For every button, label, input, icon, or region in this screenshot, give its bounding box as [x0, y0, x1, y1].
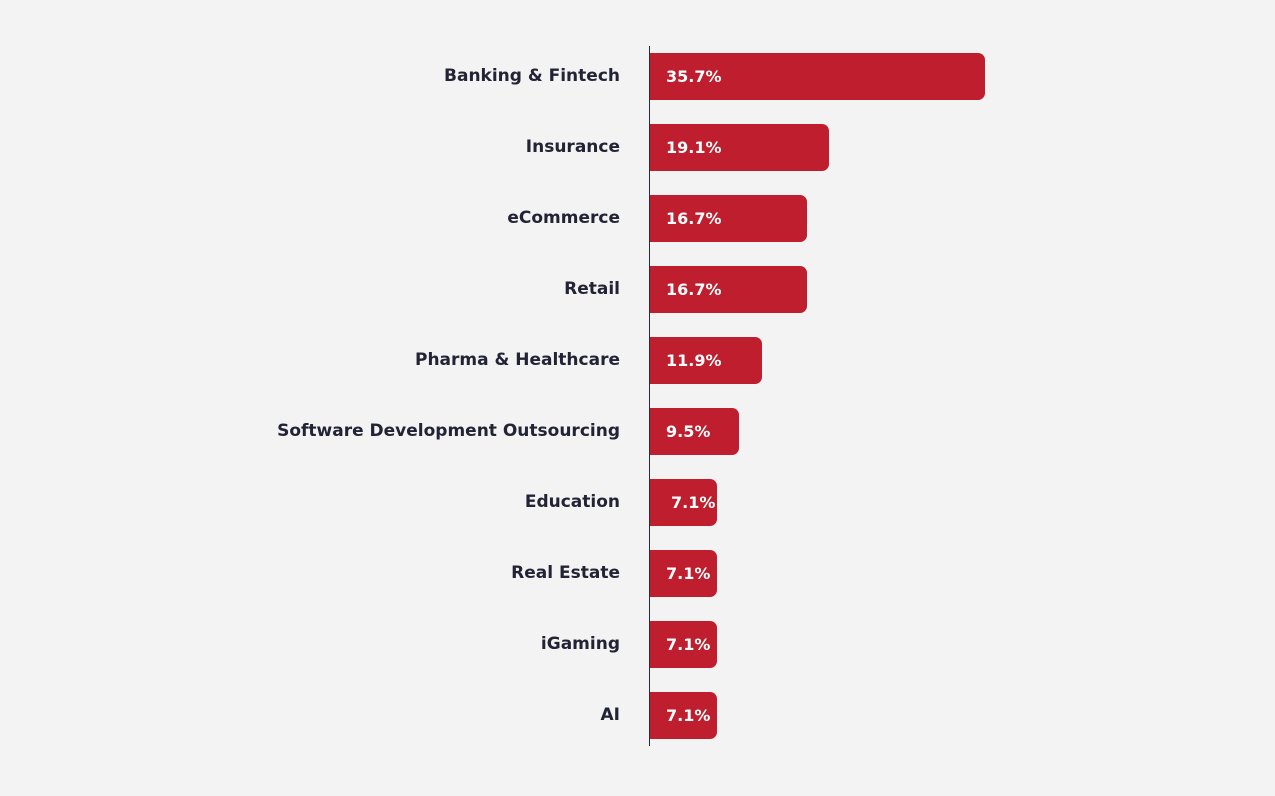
bar-value-label: 16.7% — [666, 209, 722, 228]
category-label: Pharma & Healthcare — [414, 350, 620, 370]
category-label: AI — [600, 705, 620, 725]
bar-row: Real Estate 7.1% — [0, 550, 1275, 597]
bar — [650, 195, 807, 242]
bar-value-label: 7.1% — [666, 635, 711, 654]
bar-row: Software Development Outsourcing 9.5% — [0, 408, 1275, 455]
bar — [650, 692, 717, 739]
bar-row: Education 7.1% — [0, 479, 1275, 526]
bar-row: Banking & Fintech 35.7% — [0, 53, 1275, 100]
bar — [650, 337, 762, 384]
bar-value-label: 19.1% — [666, 138, 722, 157]
category-label: Banking & Fintech — [444, 66, 620, 86]
bar-row: Retail 16.7% — [0, 266, 1275, 313]
bar-value-label: 9.5% — [666, 422, 711, 441]
bar-row: Pharma & Healthcare 11.9% — [0, 337, 1275, 384]
category-label: iGaming — [540, 634, 620, 654]
bar — [650, 53, 985, 100]
bar-value-label: 7.1% — [666, 564, 711, 583]
bar — [650, 479, 717, 526]
bar-value-label: 16.7% — [666, 280, 722, 299]
bar-row: eCommerce 16.7% — [0, 195, 1275, 242]
bar — [650, 124, 829, 171]
category-label: Insurance — [525, 137, 620, 157]
bar — [650, 621, 717, 668]
bar — [650, 408, 739, 455]
bar-value-label: 11.9% — [666, 351, 722, 370]
category-label: Real Estate — [511, 563, 620, 583]
category-label: eCommerce — [507, 208, 620, 228]
bar-row: AI 7.1% — [0, 692, 1275, 739]
category-label: Education — [524, 492, 620, 512]
category-label: Software Development Outsourcing — [277, 421, 620, 441]
bar-value-label: 7.1% — [666, 706, 711, 725]
bar-row: Insurance 19.1% — [0, 124, 1275, 171]
category-label: Retail — [564, 279, 620, 299]
bar-value-label: 7.1% — [671, 493, 716, 512]
bar — [650, 266, 807, 313]
bar — [650, 550, 717, 597]
bar-row: iGaming 7.1% — [0, 621, 1275, 668]
bar-value-label: 35.7% — [666, 67, 722, 86]
category-axis-line — [649, 46, 650, 746]
